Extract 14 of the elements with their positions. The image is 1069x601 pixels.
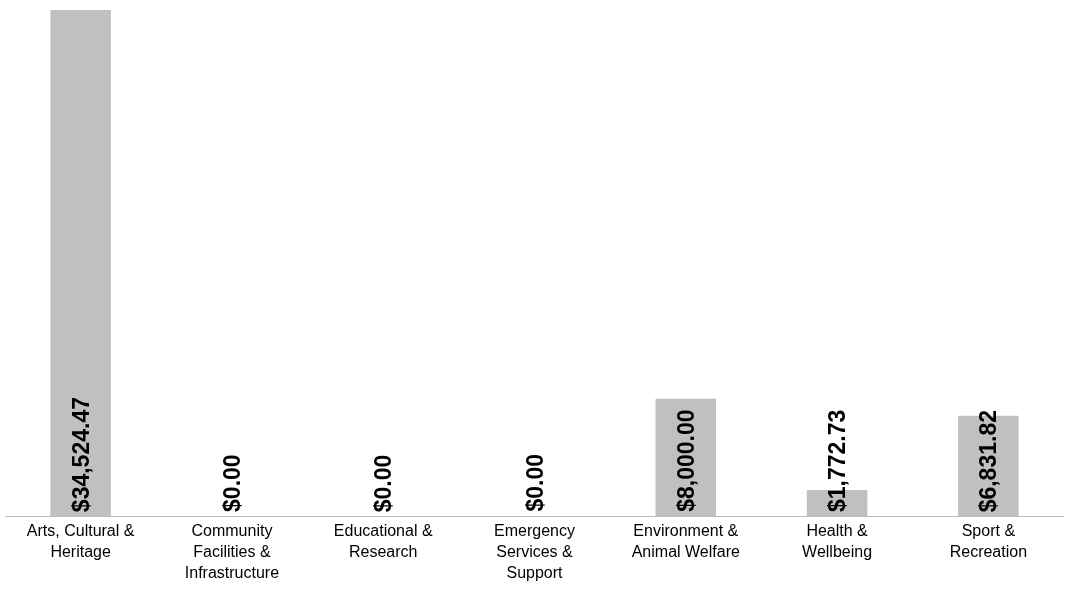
- x-tick-label: Community Facilities & Infrastructure: [184, 522, 280, 581]
- data-label: $0.00: [218, 454, 245, 512]
- data-label: $34,524.47: [68, 397, 95, 513]
- data-label: $1,772.73: [824, 409, 851, 513]
- data-label: $6,831.82: [975, 410, 1002, 513]
- x-tick-label: Emergency Services & Support: [494, 522, 575, 581]
- data-label: $8,000.00: [672, 409, 699, 512]
- x-tick-label: Health & Wellbeing: [802, 522, 873, 560]
- x-tick-label: Arts, Cultural & Heritage: [26, 522, 135, 560]
- data-label: $0.00: [370, 454, 397, 513]
- x-tick-label: Educational & Research: [333, 522, 433, 560]
- x-tick-label: Sport & Recreation: [949, 522, 1028, 560]
- data-label: $0.00: [521, 453, 548, 512]
- x-tick-label: Environment & Animal Welfare: [631, 522, 740, 560]
